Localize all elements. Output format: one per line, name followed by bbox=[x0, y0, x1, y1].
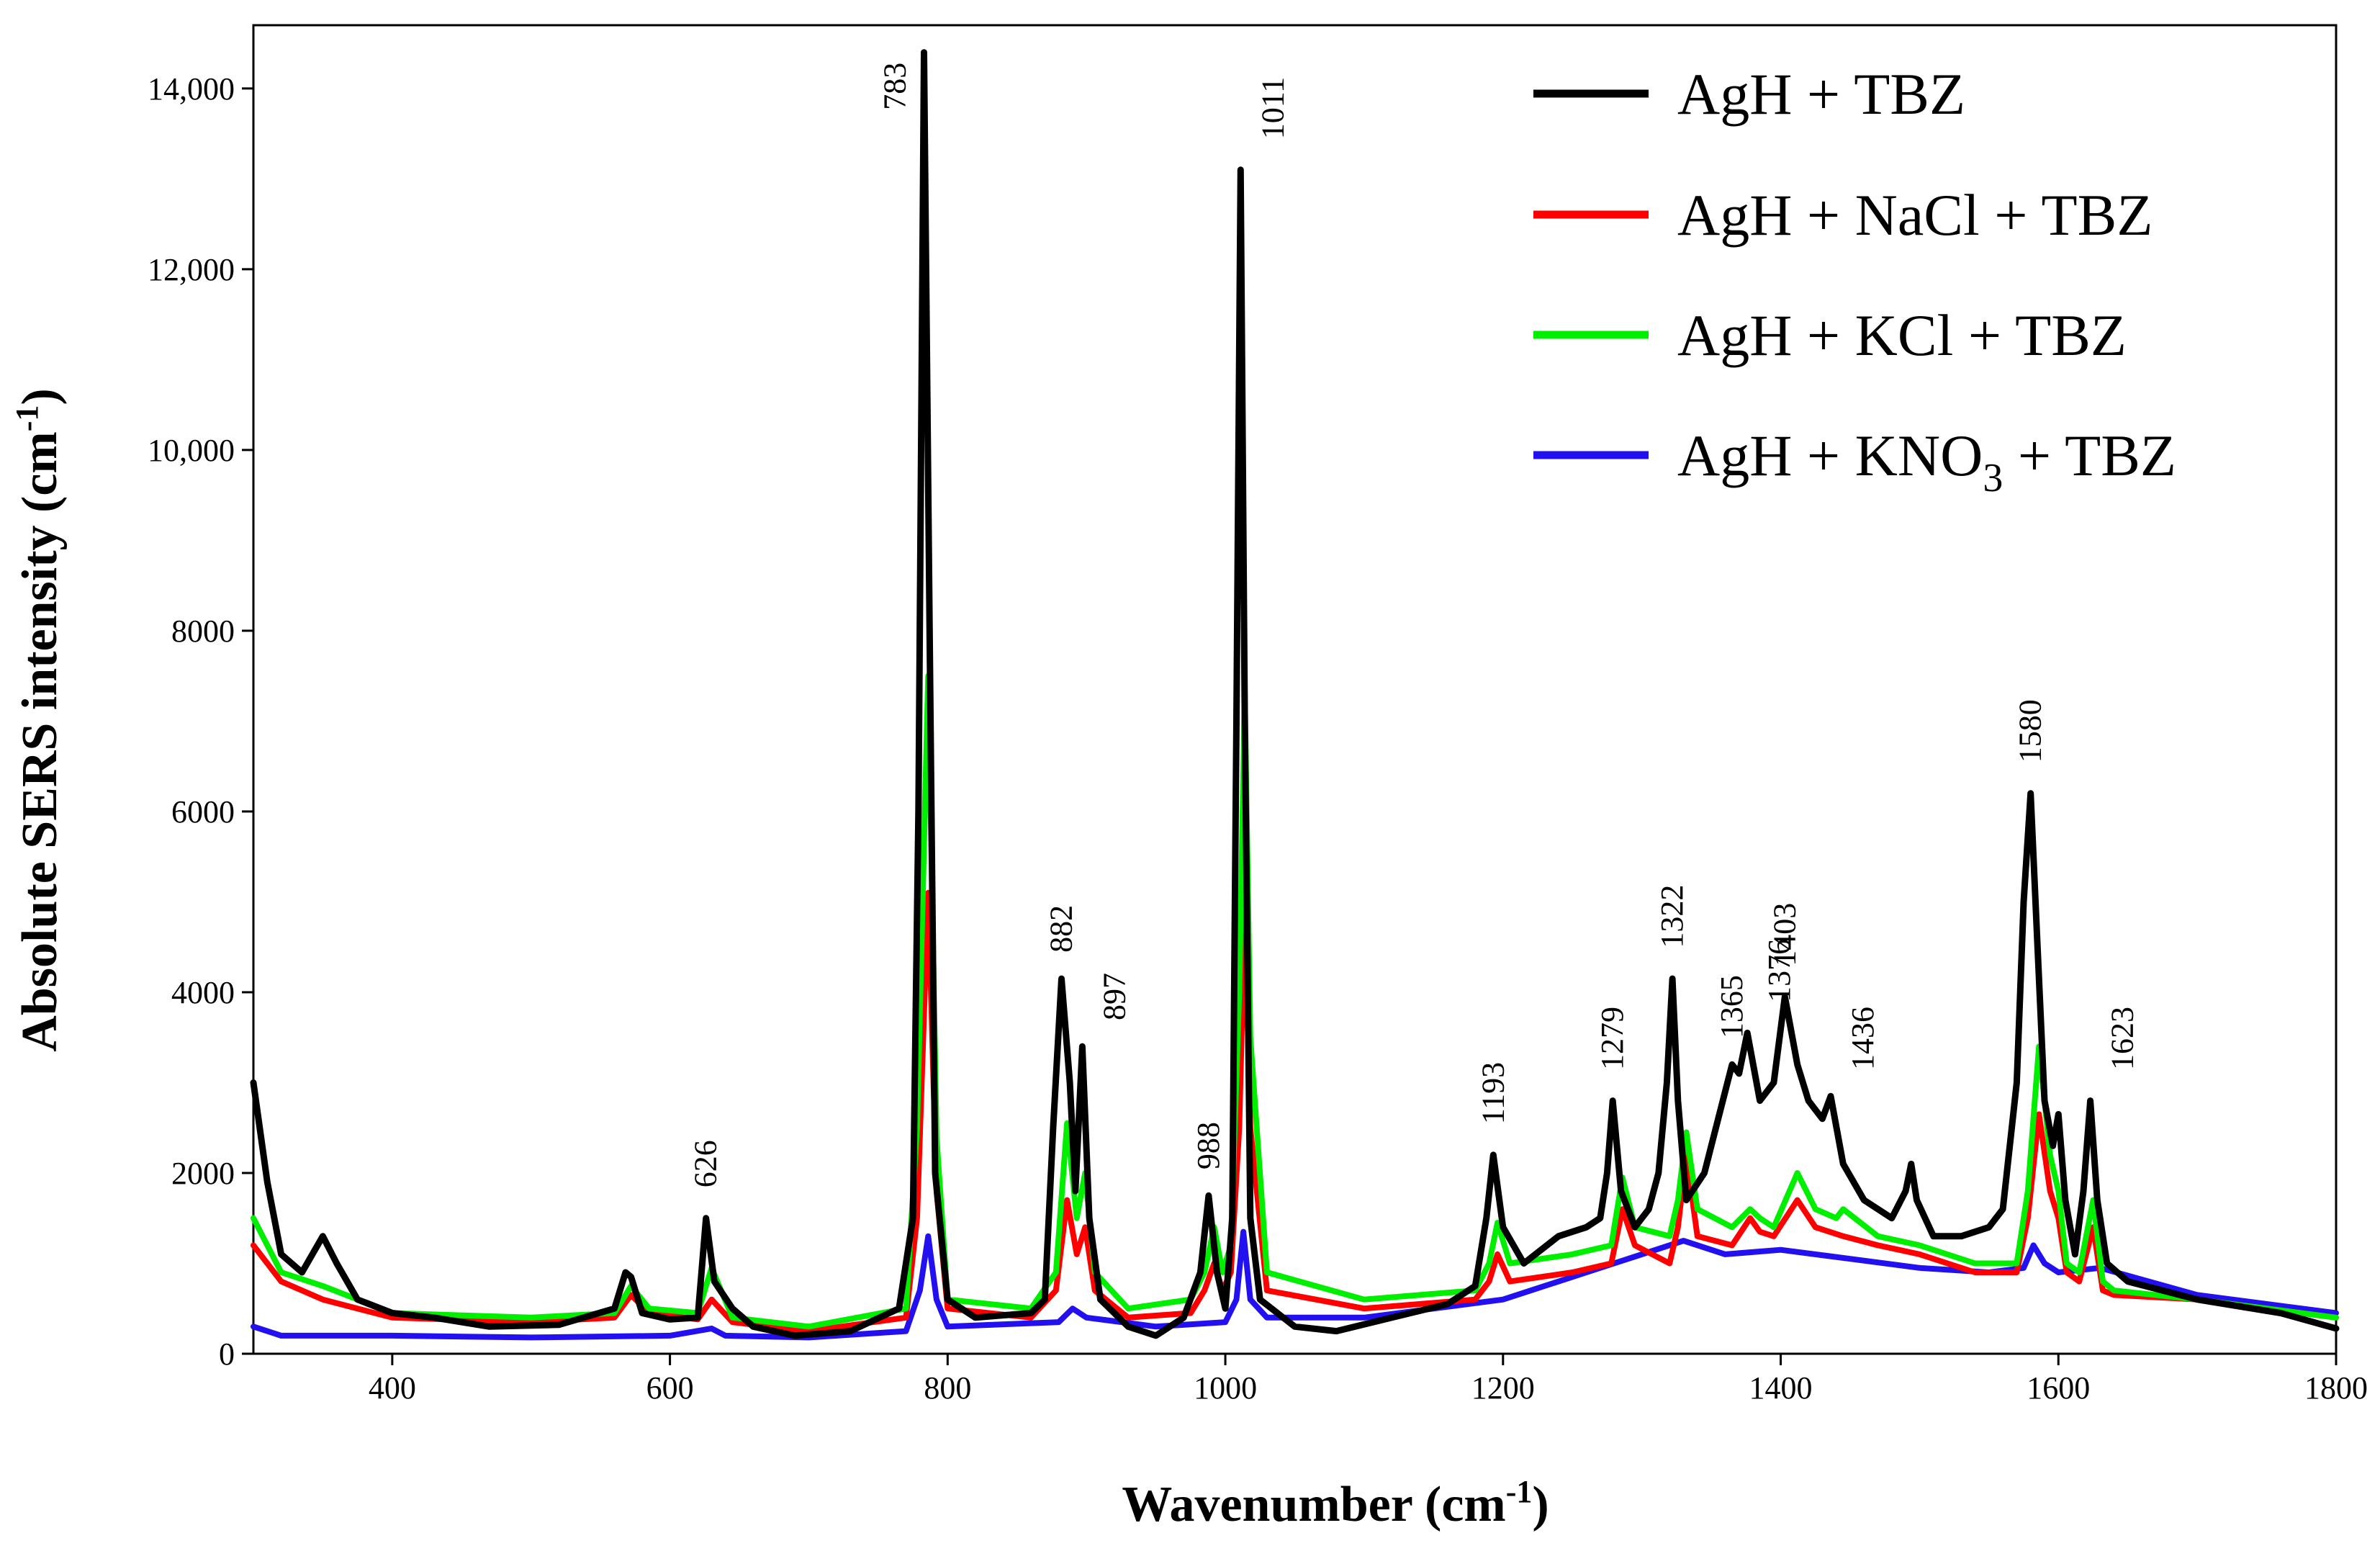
plot-frame bbox=[252, 24, 2338, 1355]
peak-label-882: 882 bbox=[1044, 905, 1079, 953]
series-line-agh-tbz bbox=[250, 49, 2340, 1339]
plot-area bbox=[252, 24, 2338, 1355]
peak-annotations: 6267838828979881011119312791322136513761… bbox=[688, 63, 2140, 1187]
series-line-agh-kcl-tbz bbox=[251, 673, 2339, 1330]
legend: AgH + TBZ AgH + NaCl + TBZ AgH + KCl + TBZ… bbox=[1533, 61, 2176, 500]
peak-label-783: 783 bbox=[878, 63, 913, 110]
peak-label-1376: 1376 bbox=[1762, 939, 1797, 1002]
axis-ticks: 400 600 800 1000 1200 1400 1600 1800 0 2000 4000 60… bbox=[148, 71, 2368, 1406]
x-tick-label: 400 bbox=[369, 1370, 416, 1406]
peak-label-1322: 1322 bbox=[1654, 885, 1690, 948]
y-axis-title: Absolute SERS intensity (cm-1) bbox=[9, 388, 68, 1051]
y-tick-label: 10,000 bbox=[148, 433, 235, 468]
peak-label-1279: 1279 bbox=[1595, 1007, 1630, 1070]
peak-label-1436: 1436 bbox=[1845, 1007, 1880, 1070]
x-tick-label: 1000 bbox=[1194, 1370, 1257, 1406]
peak-label-1580: 1580 bbox=[2013, 699, 2048, 763]
peak-label-1403: 1403 bbox=[1767, 903, 1802, 966]
legend-label: AgH + KCl + TBZ bbox=[1677, 302, 2127, 368]
x-tick-label: 1400 bbox=[1749, 1370, 1813, 1406]
series-line-agh-nacl-tbz bbox=[251, 889, 2339, 1334]
peak-label-1623: 1623 bbox=[2105, 1007, 2140, 1070]
x-tick-label: 1200 bbox=[1471, 1370, 1535, 1406]
legend-label: AgH + TBZ bbox=[1677, 61, 1965, 127]
peak-label-897: 897 bbox=[1096, 973, 1132, 1020]
y-tick-label: 14,000 bbox=[148, 71, 235, 107]
x-tick-label: 800 bbox=[924, 1370, 971, 1406]
x-axis-title: Wavenumber (cm-1) bbox=[1122, 1474, 1549, 1532]
y-tick-label: 4000 bbox=[171, 975, 235, 1010]
legend-label: AgH + KNO3 + TBZ bbox=[1677, 423, 2176, 500]
y-tick-label: 12,000 bbox=[148, 252, 235, 287]
peak-label-1193: 1193 bbox=[1475, 1062, 1510, 1124]
peak-label-1011: 1011 bbox=[1255, 77, 1290, 139]
series-lines bbox=[250, 49, 2340, 1341]
peak-label-1365: 1365 bbox=[1714, 975, 1749, 1038]
legend-label: AgH + NaCl + TBZ bbox=[1677, 182, 2153, 248]
y-tick-label: 6000 bbox=[171, 794, 235, 830]
x-tick-label: 1800 bbox=[2304, 1370, 2368, 1406]
peak-label-988: 988 bbox=[1191, 1122, 1226, 1169]
y-tick-label: 2000 bbox=[171, 1156, 235, 1191]
peak-label-626: 626 bbox=[688, 1140, 724, 1187]
y-tick-label: 8000 bbox=[171, 614, 235, 649]
x-tick-label: 1600 bbox=[2027, 1370, 2090, 1406]
y-tick-label: 0 bbox=[219, 1336, 235, 1372]
x-tick-label: 600 bbox=[646, 1370, 694, 1406]
